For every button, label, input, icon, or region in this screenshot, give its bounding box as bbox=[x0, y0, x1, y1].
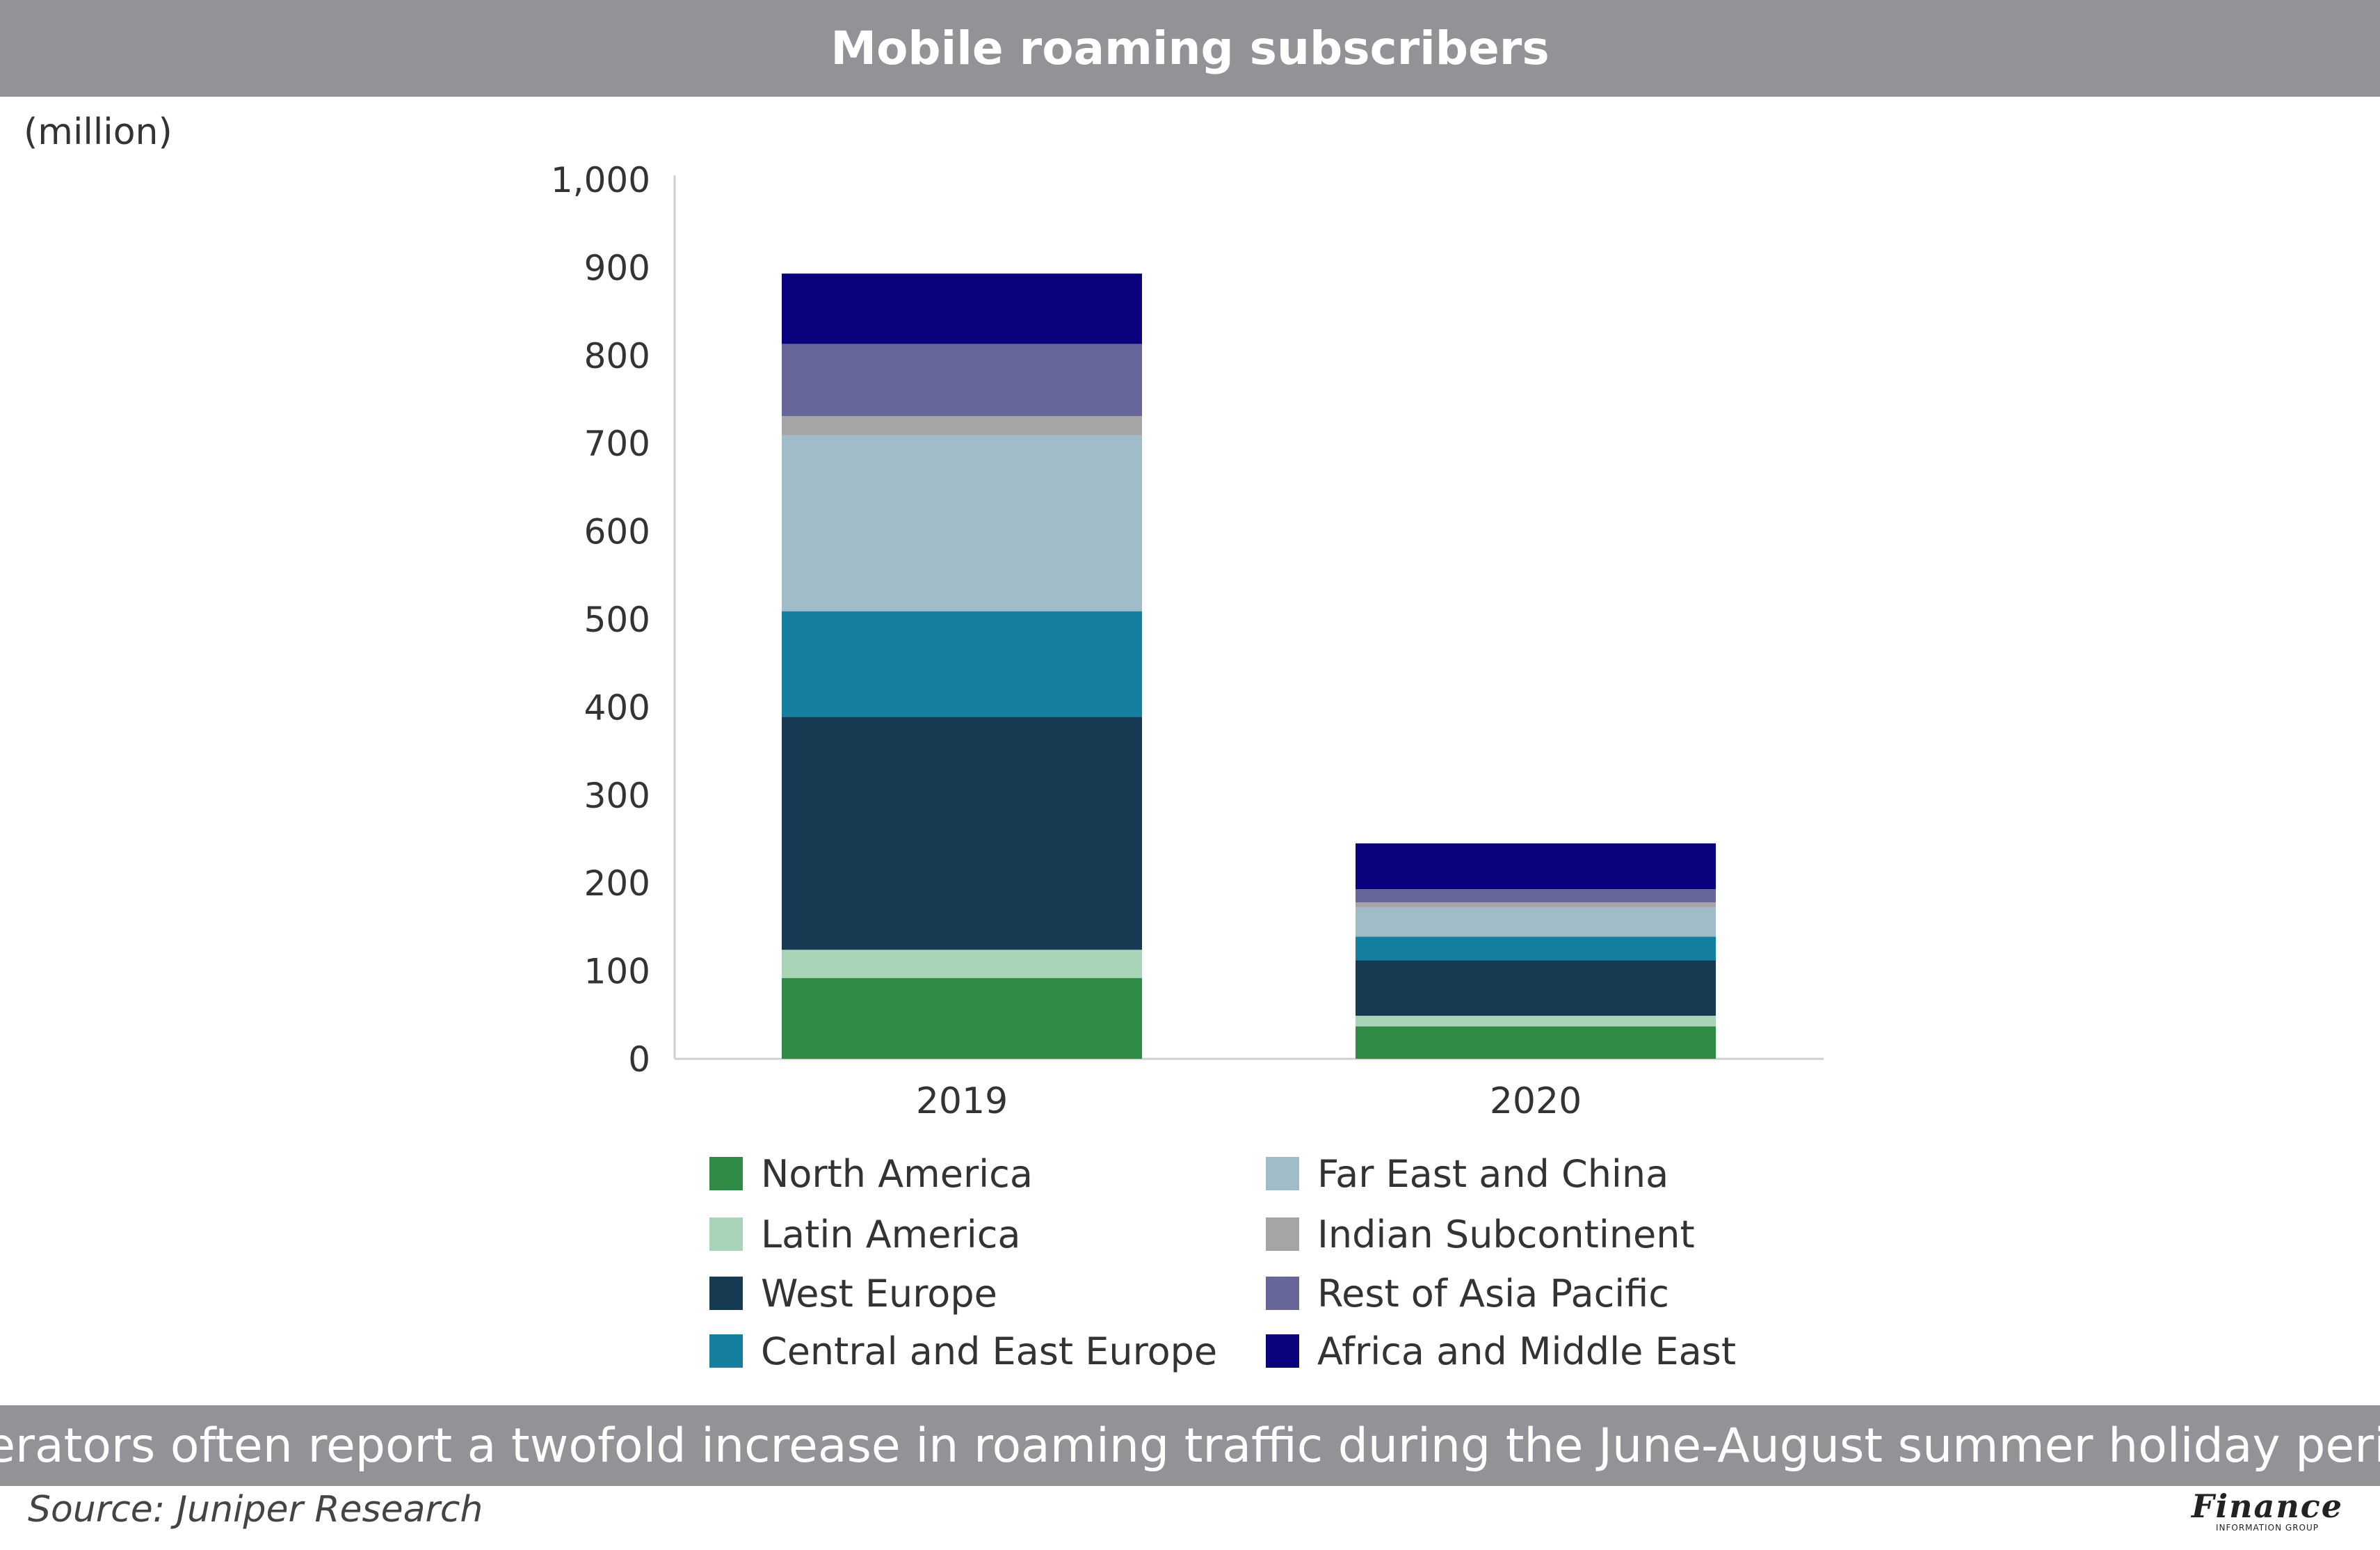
x-axis: 2019 2020 bbox=[916, 1080, 1582, 1122]
y-tick-label: 400 bbox=[584, 687, 650, 728]
y-tick-label: 100 bbox=[584, 952, 650, 992]
y-tick-label: 900 bbox=[584, 248, 650, 288]
y-tick-label: 700 bbox=[584, 424, 650, 464]
source-note: Source: Juniper Research bbox=[28, 1489, 483, 1531]
finance-logo: Finance INFORMATION GROUP bbox=[2184, 1490, 2351, 1539]
bar-segment bbox=[782, 416, 1142, 436]
bar-segment bbox=[782, 717, 1142, 950]
legend-label: Indian Subcontinent bbox=[1317, 1213, 1695, 1256]
legend-swatch bbox=[1266, 1277, 1299, 1310]
legend-item: North America bbox=[709, 1152, 1033, 1196]
caption-text: Operators often report a twofold increas… bbox=[0, 1418, 2380, 1473]
legend-swatch bbox=[1266, 1334, 1299, 1368]
legend-label: Far East and China bbox=[1317, 1152, 1669, 1196]
bar-segment bbox=[1356, 907, 1716, 937]
legend-item: Indian Subcontinent bbox=[1266, 1213, 1695, 1256]
legend-swatch bbox=[709, 1157, 743, 1190]
legend-item: West Europe bbox=[709, 1272, 997, 1316]
legend-label: Latin America bbox=[761, 1213, 1021, 1256]
legend-item: Africa and Middle East bbox=[1266, 1329, 1736, 1373]
bar-segment bbox=[782, 977, 1142, 1059]
legend-swatch bbox=[709, 1217, 743, 1251]
bar-segment bbox=[1356, 1026, 1716, 1059]
bar-segment bbox=[782, 950, 1142, 978]
legend-item: Latin America bbox=[709, 1213, 1021, 1256]
title-bar: Mobile roaming subscribers bbox=[0, 0, 2380, 97]
bar-segment bbox=[1356, 936, 1716, 961]
bar-segment bbox=[1356, 843, 1716, 890]
bar-segment bbox=[782, 435, 1142, 612]
x-tick-label: 2020 bbox=[1490, 1080, 1582, 1122]
caption-bar: Operators often report a twofold increas… bbox=[0, 1405, 2380, 1486]
legend: North America Latin America West Europe Cen… bbox=[709, 1152, 1736, 1373]
legend-swatch bbox=[709, 1277, 743, 1310]
legend-label: Central and East Europe bbox=[761, 1329, 1217, 1373]
bar-segment bbox=[1356, 902, 1716, 908]
y-tick-label: 800 bbox=[584, 336, 650, 376]
bar-segment bbox=[782, 273, 1142, 344]
y-tick-label: 0 bbox=[628, 1039, 650, 1080]
legend-label: West Europe bbox=[761, 1272, 997, 1316]
bar-segment bbox=[1356, 960, 1716, 1016]
chart-title: Mobile roaming subscribers bbox=[830, 22, 1550, 75]
y-tick-label: 500 bbox=[584, 600, 650, 640]
bars bbox=[782, 273, 1716, 1059]
legend-swatch bbox=[1266, 1157, 1299, 1190]
bar-segment bbox=[1356, 1016, 1716, 1027]
legend-label: Rest of Asia Pacific bbox=[1317, 1272, 1669, 1316]
legend-label: North America bbox=[761, 1152, 1033, 1196]
legend-item: Far East and China bbox=[1266, 1152, 1669, 1196]
unit-label: (million) bbox=[24, 111, 172, 153]
logo-sub-text: INFORMATION GROUP bbox=[2215, 1523, 2319, 1533]
legend-label: Africa and Middle East bbox=[1317, 1329, 1736, 1373]
bar-stack-2020 bbox=[1356, 843, 1716, 1059]
bar-segment bbox=[1356, 889, 1716, 903]
legend-item: Central and East Europe bbox=[709, 1329, 1217, 1373]
y-tick-label: 300 bbox=[584, 776, 650, 816]
y-tick-label: 600 bbox=[584, 512, 650, 552]
bar-segment bbox=[782, 611, 1142, 717]
legend-swatch bbox=[1266, 1217, 1299, 1251]
legend-swatch bbox=[709, 1334, 743, 1368]
y-tick-label: 200 bbox=[584, 863, 650, 904]
y-tick-label: 1,000 bbox=[551, 160, 650, 200]
x-tick-label: 2019 bbox=[916, 1080, 1008, 1122]
bar-segment bbox=[782, 344, 1142, 417]
logo-main-text: Finance bbox=[2191, 1487, 2344, 1525]
legend-item: Rest of Asia Pacific bbox=[1266, 1272, 1669, 1316]
bar-stack-2019 bbox=[782, 273, 1142, 1059]
